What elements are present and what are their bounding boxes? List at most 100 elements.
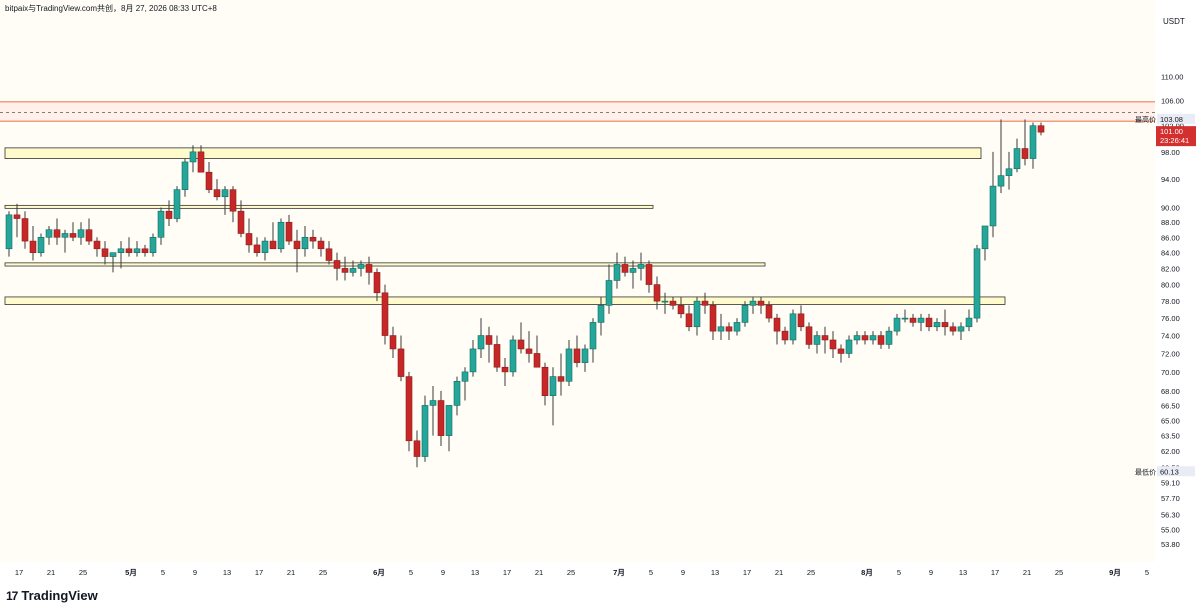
candle	[741, 301, 749, 327]
candle-body	[541, 366, 549, 396]
candle	[813, 331, 821, 354]
candle	[877, 331, 885, 349]
candle	[445, 405, 453, 452]
candle-body	[293, 240, 301, 250]
candle	[853, 331, 861, 345]
candle-body	[149, 236, 157, 253]
price-axis-tick-label: 70.00	[1161, 368, 1180, 377]
candle	[829, 331, 837, 359]
candle-body	[453, 380, 461, 406]
price-axis-tick-label: 74.00	[1161, 332, 1180, 341]
candle	[645, 260, 653, 293]
candle	[1037, 122, 1045, 136]
candle-body	[421, 405, 429, 457]
candle	[821, 326, 829, 354]
candle	[293, 229, 301, 273]
candle-body	[213, 189, 221, 198]
candle-body	[621, 264, 629, 273]
candle-body	[813, 335, 821, 345]
price-axis-tick-label: 82.00	[1161, 264, 1180, 273]
high-price-label: 最高价	[1135, 115, 1156, 124]
candle	[773, 313, 781, 345]
candle-body	[429, 400, 437, 406]
candle-body	[645, 264, 653, 285]
candle-body	[925, 317, 933, 328]
time-axis-tick-label: 5月	[125, 568, 137, 577]
candle-body	[605, 280, 613, 306]
candle-body	[557, 376, 565, 382]
candle-body	[341, 268, 349, 273]
candle	[629, 260, 637, 289]
candle-body	[997, 175, 1005, 187]
candle	[861, 331, 869, 345]
time-axis-tick-label: 9	[441, 568, 445, 577]
tradingview-logo-icon: 17	[6, 588, 18, 603]
plot-background	[0, 0, 1155, 578]
candle-body	[773, 317, 781, 332]
candle-body	[525, 348, 533, 354]
candle-body	[533, 353, 541, 368]
time-axis-tick-label: 9	[929, 568, 933, 577]
horizontal-zone-3	[4, 262, 766, 267]
candle	[397, 335, 405, 382]
candle	[693, 296, 701, 336]
candle	[749, 296, 757, 314]
candle	[605, 264, 613, 314]
low-price-value: 60.13	[1160, 467, 1179, 476]
candle	[661, 292, 669, 314]
low-price-label: 最低价	[1135, 467, 1156, 476]
candle-body	[205, 171, 213, 190]
low-price-value-tag	[1157, 466, 1195, 477]
candle	[117, 241, 125, 269]
candle	[429, 386, 437, 436]
horizontal-zone-1	[4, 147, 982, 159]
price-axis-tick-label: 59.10	[1161, 479, 1180, 488]
candle-body	[909, 317, 917, 323]
time-axis-tick-label: 21	[775, 568, 783, 577]
candle-body	[877, 335, 885, 345]
candle	[669, 296, 677, 310]
time-axis[interactable]: 17 21 25 5月 5 9 13 17 21 25 6月 5 9 13 17 21 25 7月 5 9 13 17 21…	[15, 568, 1149, 577]
candle-body	[269, 240, 277, 250]
candle	[925, 313, 933, 332]
candle-body	[469, 348, 477, 373]
candle-body	[917, 317, 925, 323]
candle-countdown: 23:26:41	[1160, 136, 1189, 145]
candle	[1029, 122, 1037, 169]
candle	[349, 260, 357, 277]
candle	[69, 222, 77, 242]
candle-body	[717, 326, 725, 332]
candle	[413, 430, 421, 468]
candle	[205, 161, 213, 194]
candle-body	[501, 366, 509, 373]
candle-body	[573, 348, 581, 363]
candle-body	[941, 322, 949, 328]
candle	[341, 256, 349, 281]
candle	[565, 339, 573, 387]
candle	[141, 244, 149, 257]
candle	[613, 252, 621, 289]
candle-body	[109, 252, 117, 257]
candle-body	[805, 326, 813, 345]
chart-attribution: bitpaix与TradingView.com共创，8月 27, 2026 08…	[5, 4, 217, 13]
candle	[765, 301, 773, 323]
tradingview-logo[interactable]: 17 TradingView	[6, 588, 98, 603]
candle-body	[253, 244, 261, 253]
candle-body	[845, 339, 853, 354]
candle-body	[949, 326, 957, 332]
candle	[325, 241, 333, 265]
candle	[1005, 151, 1013, 190]
candle-body	[389, 335, 397, 350]
candle-body	[157, 210, 165, 238]
price-axis-tick-label: 98.00	[1161, 148, 1180, 157]
candle	[381, 284, 389, 345]
candle	[733, 318, 741, 336]
price-axis-tick-label: 72.00	[1161, 349, 1180, 358]
candle-body	[13, 214, 21, 219]
candle-body	[37, 236, 45, 253]
candle	[261, 237, 269, 261]
candle-body	[629, 268, 637, 273]
